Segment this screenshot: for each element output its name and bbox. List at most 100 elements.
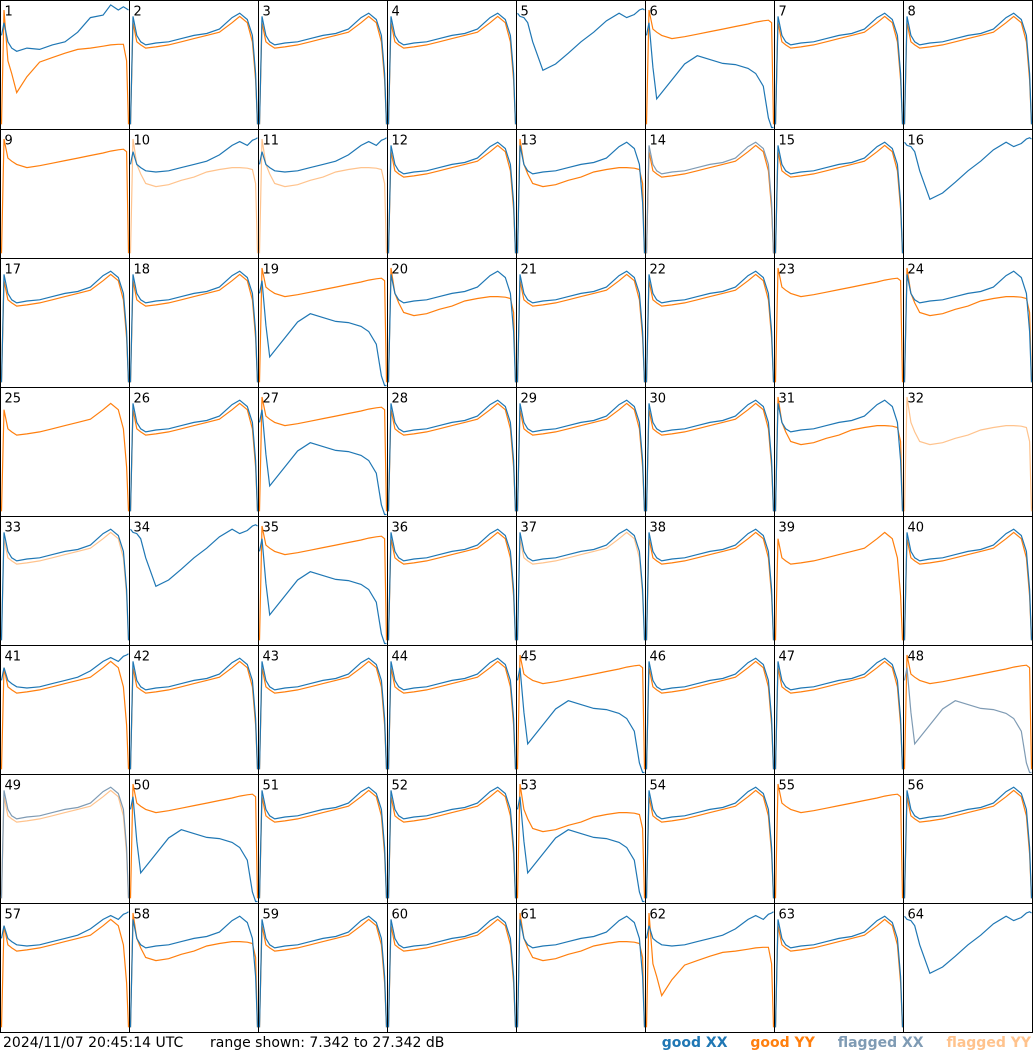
panel-frame: [645, 645, 775, 775]
panel-label: 35: [263, 521, 280, 536]
series-yy-line: [774, 396, 904, 512]
series-yy-line: [387, 660, 517, 770]
series-yy-line: [258, 525, 388, 641]
panel-label: 44: [392, 650, 409, 665]
series-xx-line: [258, 786, 388, 899]
panel-frame: [903, 387, 1033, 517]
series-xx-line: [645, 270, 775, 383]
panel-frame: [774, 258, 904, 388]
panel-17: 17: [0, 258, 130, 388]
series-xx-line: [0, 4, 129, 52]
series-xx-line: [516, 270, 646, 383]
panel-16: 16: [903, 129, 1033, 259]
timestamp: 2024/11/07 20:45:14 UTC: [3, 1035, 184, 1051]
panel-label: 30: [650, 392, 667, 407]
series-yy-line: [0, 789, 130, 899]
series-xx-line: [774, 399, 904, 512]
series-yy-line: [387, 402, 517, 512]
panel-label: 42: [134, 650, 151, 665]
series-xx-line: [258, 657, 388, 770]
panel-frame: [774, 645, 904, 775]
panel-label: 40: [908, 521, 925, 536]
panel-21: 21: [516, 258, 646, 388]
series-yy-line: [516, 402, 646, 512]
panel-frame: [258, 645, 388, 775]
panel-38: 38: [645, 516, 775, 646]
panel-label: 24: [908, 263, 925, 278]
series-yy-line: [774, 531, 904, 641]
panel-frame: [516, 0, 646, 130]
series-yy-line: [645, 660, 775, 770]
series-yy-line: [645, 531, 775, 641]
series-xx-line: [645, 22, 774, 129]
series-yy-line: [516, 273, 646, 383]
panel-label: 48: [908, 650, 925, 665]
footer: 2024/11/07 20:45:14 UTC range shown: 7.3…: [0, 1033, 1033, 1053]
series-xx-line: [774, 915, 904, 1028]
panel-label: 11: [263, 134, 280, 149]
series-xx-line: [517, 8, 645, 72]
series-xx-line: [258, 409, 387, 516]
series-yy-line: [129, 402, 259, 512]
panel-26: 26: [129, 387, 259, 517]
panel-frame: [903, 0, 1033, 130]
panel-frame: [258, 387, 388, 517]
series-yy-line: [516, 531, 646, 641]
series-yy-line: [516, 138, 646, 254]
panel-9: 9: [0, 129, 130, 259]
series-xx-line: [129, 915, 259, 1028]
panel-frame: [0, 516, 130, 646]
panel-label: 61: [521, 908, 538, 923]
panel-label: 54: [650, 779, 667, 794]
series-yy-line: [774, 144, 904, 254]
panel-label: 51: [263, 779, 280, 794]
series-xx-line: [903, 786, 1033, 899]
panel-frame: [129, 516, 259, 646]
panel-frame: [645, 903, 775, 1033]
series-xx-line: [774, 12, 904, 125]
panel-36: 36: [387, 516, 517, 646]
series-yy-line: [129, 15, 259, 125]
series-xx-line: [645, 786, 775, 899]
panel-frame: [903, 516, 1033, 646]
panel-label: 52: [392, 779, 409, 794]
legend-good-xx: good XX: [661, 1035, 728, 1051]
panel-frame: [0, 903, 130, 1033]
series-yy-line: [129, 912, 259, 1028]
panel-frame: [387, 774, 517, 904]
panel-label: 4: [392, 5, 400, 20]
panel-frame: [774, 516, 904, 646]
panel-49: 49: [0, 774, 130, 904]
series-yy-line: [774, 267, 904, 383]
panel-frame: [516, 774, 646, 904]
panel-61: 61: [516, 903, 646, 1033]
panel-55: 55: [774, 774, 904, 904]
panel-frame: [0, 0, 130, 130]
series-xx-line: [516, 399, 646, 512]
panel-58: 58: [129, 903, 259, 1033]
series-yy-line: [516, 912, 646, 1028]
panel-40: 40: [903, 516, 1033, 646]
panel-4: 4: [387, 0, 517, 130]
series-yy-line: [903, 789, 1033, 899]
panel-label: 33: [5, 521, 22, 536]
panel-label: 53: [521, 779, 538, 794]
panel-12: 12: [387, 129, 517, 259]
series-xx-line: [774, 657, 904, 770]
panel-label: 7: [779, 5, 787, 20]
series-yy-line: [258, 15, 388, 125]
panel-label: 6: [650, 5, 658, 20]
panel-frame: [129, 0, 259, 130]
series-xx-line: [645, 657, 775, 770]
panel-23: 23: [774, 258, 904, 388]
series-yy-line: [903, 15, 1033, 125]
panel-label: 19: [263, 263, 280, 278]
series-yy-line: [774, 15, 904, 125]
series-xx-line: [516, 528, 646, 641]
series-yy-line: [258, 660, 388, 770]
panel-51: 51: [258, 774, 388, 904]
panel-frame: [903, 258, 1033, 388]
series-xx-line: [0, 528, 130, 641]
panel-47: 47: [774, 645, 904, 775]
panel-frame: [903, 129, 1033, 259]
